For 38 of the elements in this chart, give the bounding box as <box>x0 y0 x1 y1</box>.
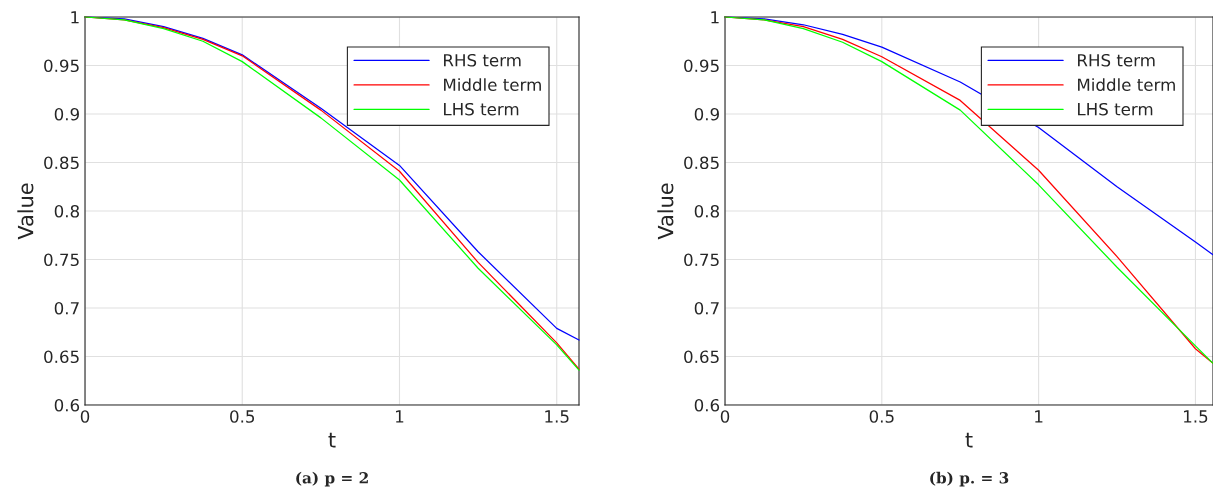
text: (a) p = 2 <box>296 471 368 487</box>
x-tick-label: 0.5 <box>230 410 255 423</box>
x-tick-label: 0.5 <box>869 410 894 423</box>
y-tick-label: 0.6 <box>694 398 720 412</box>
y-tick-label: 0.85 <box>44 156 79 170</box>
y-tick-label: 0.95 <box>684 59 719 73</box>
y-tick-label: 0.85 <box>684 156 719 170</box>
legend-label: Middle term <box>1078 78 1175 92</box>
x-tick-label: 1.5 <box>1184 410 1208 423</box>
y-tick-label: 0.6 <box>54 398 80 412</box>
x-axis-title: t <box>965 432 973 448</box>
legend-label: RHS term <box>1078 53 1155 67</box>
y-tick-label: 0.65 <box>684 350 719 364</box>
legend-label: LHS term <box>1078 102 1153 116</box>
x-tick-label: 1 <box>1035 410 1043 423</box>
y-axis-title: Value <box>657 183 674 240</box>
x-tick-label: 1.5 <box>545 410 569 423</box>
x-tick-label: 1 <box>396 410 404 423</box>
y-tick-label: 1 <box>711 11 719 24</box>
y-tick-label: 0.7 <box>694 301 719 315</box>
legend-label: LHS term <box>444 102 519 116</box>
x-tick-label: 0 <box>720 410 730 423</box>
y-tick-label: 0.8 <box>694 204 719 218</box>
legend-label: Middle term <box>444 78 541 92</box>
y-tick-label: 0.7 <box>54 301 79 315</box>
y-tick-label: 0.8 <box>54 204 79 218</box>
y-tick-label: 0.9 <box>54 107 79 121</box>
y-tick-label: 0.9 <box>694 107 719 121</box>
y-tick-label: 0.75 <box>44 253 79 267</box>
y-axis-title: Value <box>17 183 34 240</box>
y-tick-label: 0.75 <box>684 253 719 267</box>
y-tick-label: 0.95 <box>44 59 79 73</box>
legend-label: RHS term <box>444 53 521 67</box>
y-tick-label: 0.65 <box>44 350 79 364</box>
y-tick-label: 1 <box>71 11 79 24</box>
x-axis-title: t <box>328 432 336 448</box>
x-tick-label: 0 <box>80 410 90 423</box>
text: (b) p. = 3 <box>930 471 1009 487</box>
